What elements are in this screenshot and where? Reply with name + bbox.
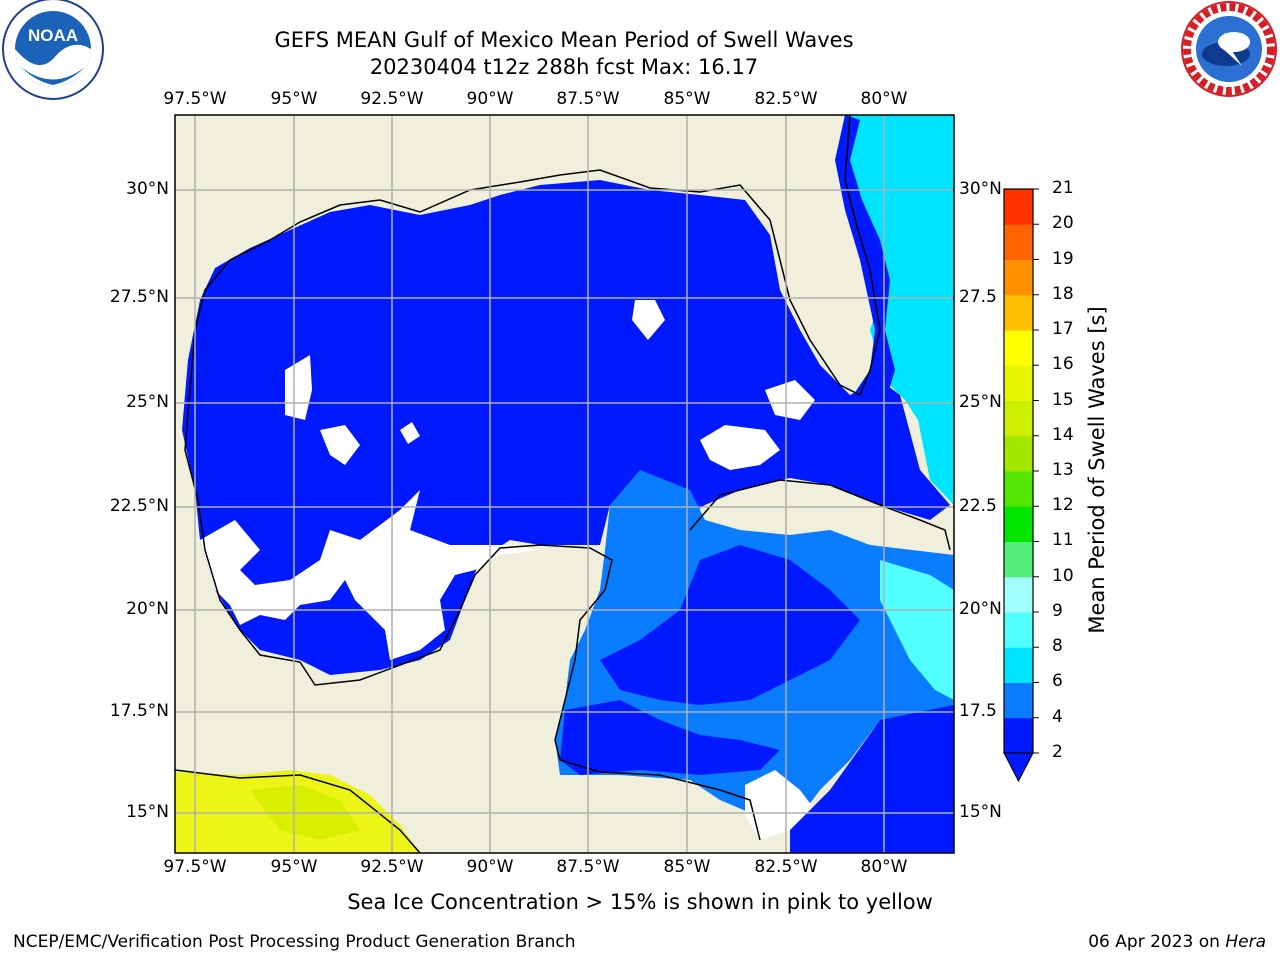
lon-label-bottom: 80°W: [860, 857, 908, 877]
colorbar-segment: [1004, 330, 1033, 366]
colorbar-tick-label: 19: [1052, 249, 1074, 269]
colorbar-segment: [1004, 717, 1033, 754]
lon-label-bottom: 87.5°W: [556, 857, 620, 877]
footnote: Sea Ice Concentration > 15% is shown in …: [347, 890, 933, 914]
colorbar-tick-label: 21: [1052, 178, 1074, 198]
lat-label-right: 25°N: [959, 392, 1002, 412]
colorbar-extend-min: [1003, 752, 1034, 783]
gulf-nodata-patch: [765, 380, 815, 420]
colorbar-segment: [1004, 682, 1033, 719]
gulf-nodata-patch: [320, 425, 360, 465]
gulf-nodata-west: [200, 490, 540, 660]
lon-label-bottom: 92.5°W: [360, 857, 424, 877]
lon-label-top: 80°W: [860, 89, 908, 109]
colorbar-segment: [1004, 612, 1033, 648]
lon-label-bottom: 90°W: [466, 857, 514, 877]
chart-title: GEFS MEAN Gulf of Mexico Mean Period of …: [274, 28, 854, 52]
colorbar-segment: [1004, 189, 1033, 225]
chart-subtitle: 20230404 t12z 288h fcst Max: 16.17: [369, 55, 759, 79]
lat-label-left: 25°N: [126, 392, 169, 412]
lon-label-top: 90°W: [466, 89, 514, 109]
lon-label-top: 92.5°W: [360, 89, 424, 109]
lat-label-right: 15°N: [959, 802, 1002, 822]
colorbar-segment: [1004, 471, 1033, 507]
lon-label-top: 95°W: [270, 89, 318, 109]
colorbar-segment: [1004, 506, 1033, 542]
lon-label-top: 85°W: [663, 89, 711, 109]
gulf-nodata-patch: [632, 300, 665, 340]
caribbean-swell-dark-south: [790, 705, 954, 853]
colorbar-tick-label: 10: [1052, 566, 1074, 586]
caribbean-swell-dark: [560, 700, 780, 775]
lat-label-right: 22.5: [959, 496, 997, 516]
colorbar-label: Mean Period of Swell Waves [s]: [1085, 306, 1109, 634]
nws-logo: [1181, 1, 1277, 97]
noaa-logo-text: NOAA: [28, 26, 78, 45]
colorbar-segment: [1004, 647, 1033, 683]
colorbar-segment: [1004, 541, 1033, 578]
gulf-nodata-patch: [700, 425, 780, 470]
lat-label-left: 15°N: [126, 802, 169, 822]
colorbar-tick-label: 9: [1052, 601, 1063, 621]
lat-label-left: 22.5°N: [109, 496, 169, 516]
atlantic-swell-field-dark: [810, 115, 895, 470]
lat-label-right: 27.5: [959, 287, 997, 307]
colorbar-segment: [1004, 435, 1033, 472]
colorbar-segment: [1004, 259, 1033, 296]
map-frame: [174, 114, 955, 854]
lon-label-bottom: 82.5°W: [754, 857, 818, 877]
lat-label-left: 17.5°N: [109, 701, 169, 721]
lon-label-bottom: 97.5°W: [163, 857, 227, 877]
atlantic-swell-field: [845, 115, 954, 505]
lon-label-bottom: 95°W: [270, 857, 318, 877]
lon-label-bottom: 85°W: [663, 857, 711, 877]
colorbar-tick-label: 14: [1052, 425, 1074, 445]
caribbean-swell-dark: [600, 545, 860, 705]
colorbar: [1003, 188, 1039, 783]
lat-label-right: 30°N: [959, 179, 1002, 199]
credit-machine: Hera: [1225, 932, 1266, 952]
colorbar-tick-label: 8: [1052, 636, 1063, 656]
map-plot-area: [175, 115, 954, 853]
lat-label-left: 20°N: [126, 599, 169, 619]
colorbar-tick-label: 4: [1052, 707, 1063, 727]
credit-right: 06 Apr 2023 on Hera: [1088, 932, 1266, 952]
colorbar-tick-label: 11: [1052, 530, 1074, 550]
colorbar-tick-label: 20: [1052, 213, 1074, 233]
noaa-logo: NOAA: [2, 0, 104, 100]
colorbar-tick-label: 13: [1052, 460, 1074, 480]
lat-label-left: 27.5°N: [109, 287, 169, 307]
colorbar-tick-label: 15: [1052, 390, 1074, 410]
credit-left: NCEP/EMC/Verification Post Processing Pr…: [13, 932, 576, 952]
lon-label-top: 97.5°W: [163, 89, 227, 109]
colorbar-tick-label: 18: [1052, 284, 1074, 304]
lat-label-right: 17.5: [959, 701, 997, 721]
colorbar-tick-label: 2: [1052, 742, 1063, 762]
colorbar-tick-label: 6: [1052, 671, 1063, 691]
colorbar-tick-label: 17: [1052, 319, 1074, 339]
colorbar-segment: [1004, 576, 1033, 613]
coastlines: [175, 115, 951, 853]
colorbar-tick-label: 16: [1052, 354, 1074, 374]
caribbean-swell-cyan: [880, 560, 954, 700]
gulf-nodata-patch: [400, 422, 420, 444]
colorbar-segment: [1004, 400, 1033, 437]
colorbar-segment: [1004, 294, 1033, 331]
gridlines: [175, 115, 954, 853]
colorbar-segment: [1004, 224, 1033, 260]
lat-label-right: 20°N: [959, 599, 1002, 619]
lat-label-left: 30°N: [126, 179, 169, 199]
credit-date: 06 Apr 2023 on: [1088, 932, 1220, 952]
colorbar-tick-label: 12: [1052, 495, 1074, 515]
lon-label-top: 82.5°W: [754, 89, 818, 109]
lon-label-top: 87.5°W: [556, 89, 620, 109]
colorbar-segment: [1004, 365, 1033, 401]
